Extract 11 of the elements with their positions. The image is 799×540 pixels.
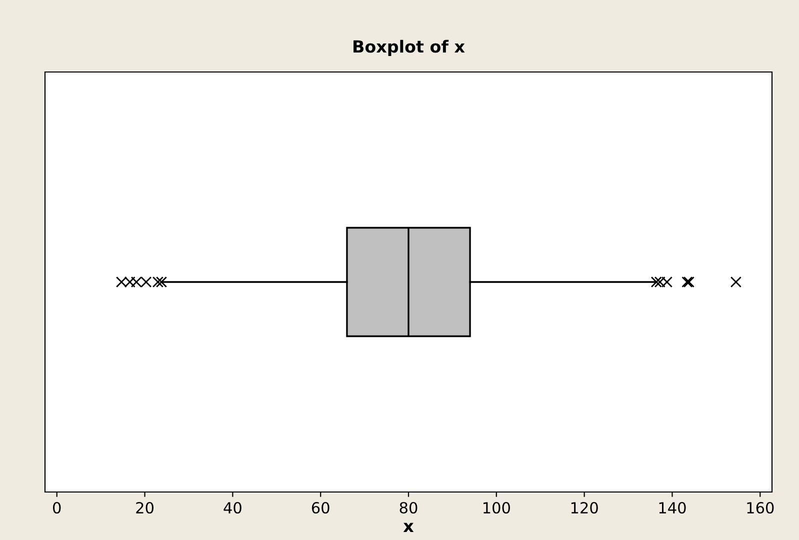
chart-title: Boxplot of x [354, 40, 465, 56]
x-tick-label: 20 [136, 502, 154, 514]
x-tick-label: 120 [571, 502, 598, 514]
x-tick-label: 80 [400, 502, 418, 514]
x-tick-label: 40 [224, 502, 242, 514]
x-tick-label: 60 [312, 502, 330, 514]
x-tick-label: 140 [659, 502, 686, 514]
x-tick-label: 160 [747, 502, 774, 514]
x-tick-label: 0 [53, 502, 61, 514]
x-axis-title: x [403, 522, 414, 532]
x-tick-label: 100 [484, 502, 510, 514]
